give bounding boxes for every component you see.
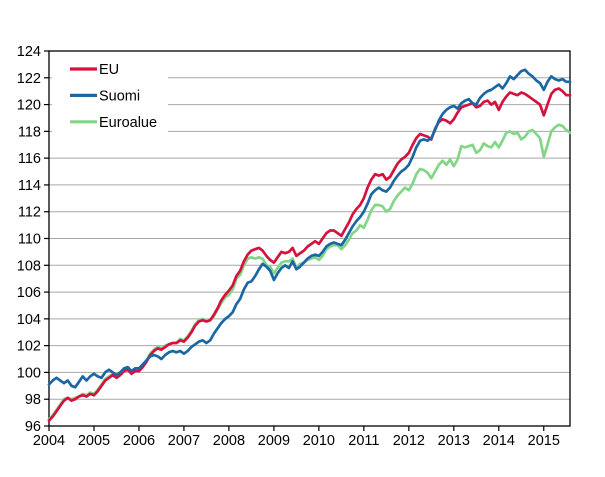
y-tick-label: 104 [17, 312, 41, 328]
x-tick-label: 2014 [483, 433, 515, 449]
x-tick-label: 2006 [123, 433, 155, 449]
y-tick-label: 116 [18, 151, 41, 167]
x-tick-label: 2008 [213, 433, 245, 449]
x-tick-label: 2009 [258, 433, 290, 449]
y-tick-label: 112 [18, 205, 41, 221]
x-tick-label: 2005 [78, 433, 110, 449]
x-tick-label: 2010 [303, 433, 335, 449]
y-tick-label: 100 [17, 365, 41, 381]
series-line-suomi [47, 68, 572, 389]
x-tick-label: 2015 [528, 433, 560, 449]
y-tick-label: 106 [17, 285, 41, 301]
x-tick-label: 2013 [438, 433, 470, 449]
series-line-euroalue [47, 123, 572, 421]
y-tick-label: 98 [25, 392, 41, 408]
x-tick-label: 2004 [33, 433, 65, 449]
y-tick-label: 96 [25, 419, 41, 435]
x-tick-label: 2007 [168, 433, 200, 449]
y-tick-label: 120 [17, 98, 41, 114]
series-line-eu [47, 87, 572, 422]
y-tick-label: 110 [18, 232, 41, 248]
y-tick-label: 102 [17, 339, 41, 355]
legend-item-eu: EU [99, 62, 119, 78]
y-tick-label: 122 [17, 71, 41, 87]
y-tick-label: 114 [18, 178, 41, 194]
y-tick-label: 118 [18, 124, 41, 140]
y-tick-label: 108 [17, 258, 41, 274]
x-tick-label: 2012 [393, 433, 425, 449]
x-tick-label: 2011 [348, 433, 379, 449]
y-tick-label: 124 [17, 44, 41, 60]
legend-item-euroalue: Euroalue [99, 115, 157, 131]
legend-item-suomi: Suomi [99, 88, 140, 104]
